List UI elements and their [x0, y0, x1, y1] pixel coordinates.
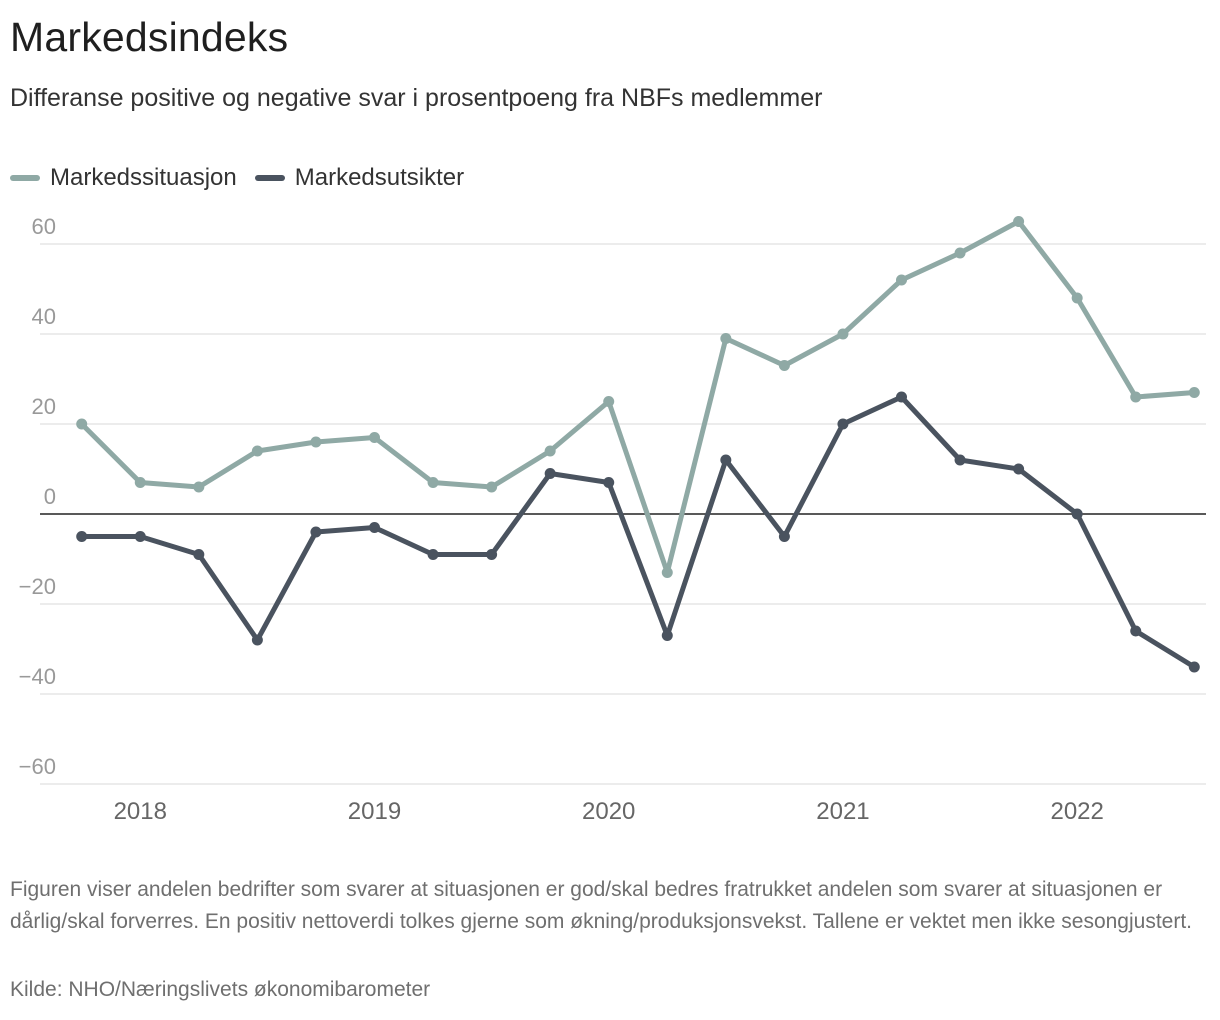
legend-item-markedsutsikter[interactable]: Markedsutsikter [254, 164, 465, 192]
data-point-markedssituasjon[interactable] [427, 477, 439, 488]
legend-swatch-markedssituasjon [10, 175, 40, 181]
data-point-markedsutsikter[interactable] [661, 630, 673, 641]
x-tick-label: 2018 [114, 798, 167, 825]
x-tick-label: 2022 [1050, 798, 1103, 825]
chart-note: Figuren viser andelen bedrifter som svar… [10, 878, 1192, 933]
data-point-markedssituasjon[interactable] [486, 481, 498, 493]
legend-label-markedssituasjon: Markedssituasjon [50, 164, 237, 191]
data-point-markedsutsikter[interactable] [1130, 625, 1142, 637]
chart-source: Kilde: NHO/Næringslivets økonomibaromete… [10, 978, 431, 1001]
data-point-markedssituasjon[interactable] [1071, 292, 1083, 304]
y-tick-label: 20 [32, 394, 56, 419]
data-point-markedssituasjon[interactable] [837, 328, 849, 340]
data-point-markedsutsikter[interactable] [193, 549, 205, 560]
y-tick-label: −60 [19, 754, 56, 779]
y-tick-label: 40 [32, 304, 56, 329]
series-line-markedsutsikter [79, 394, 1197, 670]
y-tick-label: 60 [32, 215, 56, 239]
data-point-markedsutsikter[interactable] [251, 634, 263, 646]
data-point-markedsutsikter[interactable] [837, 418, 849, 430]
data-point-markedsutsikter[interactable] [134, 531, 146, 542]
x-tick-label: 2021 [816, 798, 869, 825]
data-point-markedsutsikter[interactable] [544, 468, 556, 479]
data-point-markedssituasjon[interactable] [661, 567, 673, 578]
x-tick-label: 2020 [582, 798, 635, 825]
y-tick-label: −20 [19, 574, 56, 599]
x-tick-label: 2019 [348, 798, 401, 825]
legend-item-markedssituasjon[interactable]: Markedssituasjon [10, 164, 237, 192]
chart-subtitle: Differanse positive og negative svar i p… [10, 84, 823, 112]
chart-title: Markedsindeks [10, 14, 289, 60]
data-point-markedssituasjon[interactable] [1130, 391, 1142, 403]
data-point-markedsutsikter[interactable] [954, 454, 966, 466]
data-point-markedsutsikter[interactable] [1013, 463, 1025, 475]
legend-swatch-markedsutsikter [254, 175, 285, 181]
data-point-markedssituasjon[interactable] [720, 333, 732, 344]
data-point-markedssituasjon[interactable] [1188, 387, 1200, 398]
x-axis: 2018 2019 2020 2021 2022 [114, 798, 1104, 825]
data-point-markedsutsikter[interactable] [778, 531, 790, 542]
data-point-markedssituasjon[interactable] [778, 360, 790, 371]
line-chart: 60 40 20 0 −20 −40 −60 2018 2019 2020 2021 2022 [19, 215, 1206, 825]
data-point-markedssituasjon[interactable] [603, 396, 615, 407]
data-point-markedsutsikter[interactable] [720, 454, 732, 466]
series-line-markedssituasjon [79, 219, 1197, 575]
data-point-markedssituasjon[interactable] [368, 432, 380, 443]
legend-label-markedsutsikter: Markedsutsikter [294, 164, 465, 191]
data-point-markedssituasjon[interactable] [134, 477, 146, 488]
data-point-markedsutsikter[interactable] [368, 522, 380, 533]
data-point-markedssituasjon[interactable] [544, 445, 556, 457]
series-layer [76, 216, 1200, 673]
data-point-markedssituasjon[interactable] [896, 274, 908, 286]
data-point-markedsutsikter[interactable] [486, 549, 498, 560]
legend: Markedssituasjon Markedsutsikter [10, 164, 482, 192]
data-point-markedssituasjon[interactable] [251, 445, 263, 457]
y-tick-label: −40 [19, 664, 56, 689]
data-point-markedsutsikter[interactable] [896, 391, 908, 403]
y-tick-label: 0 [44, 484, 56, 509]
data-point-markedssituasjon[interactable] [193, 481, 205, 493]
data-point-markedsutsikter[interactable] [1071, 508, 1083, 520]
data-point-markedssituasjon[interactable] [76, 418, 88, 430]
data-point-markedssituasjon[interactable] [1013, 216, 1025, 227]
data-point-markedssituasjon[interactable] [954, 247, 966, 259]
data-point-markedsutsikter[interactable] [76, 531, 88, 542]
data-point-markedssituasjon[interactable] [310, 436, 322, 448]
data-point-markedsutsikter[interactable] [427, 549, 439, 560]
data-point-markedsutsikter[interactable] [603, 477, 615, 488]
y-axis: 60 40 20 0 −20 −40 −60 [19, 215, 56, 779]
data-point-markedsutsikter[interactable] [310, 526, 322, 538]
data-point-markedsutsikter[interactable] [1188, 661, 1200, 673]
